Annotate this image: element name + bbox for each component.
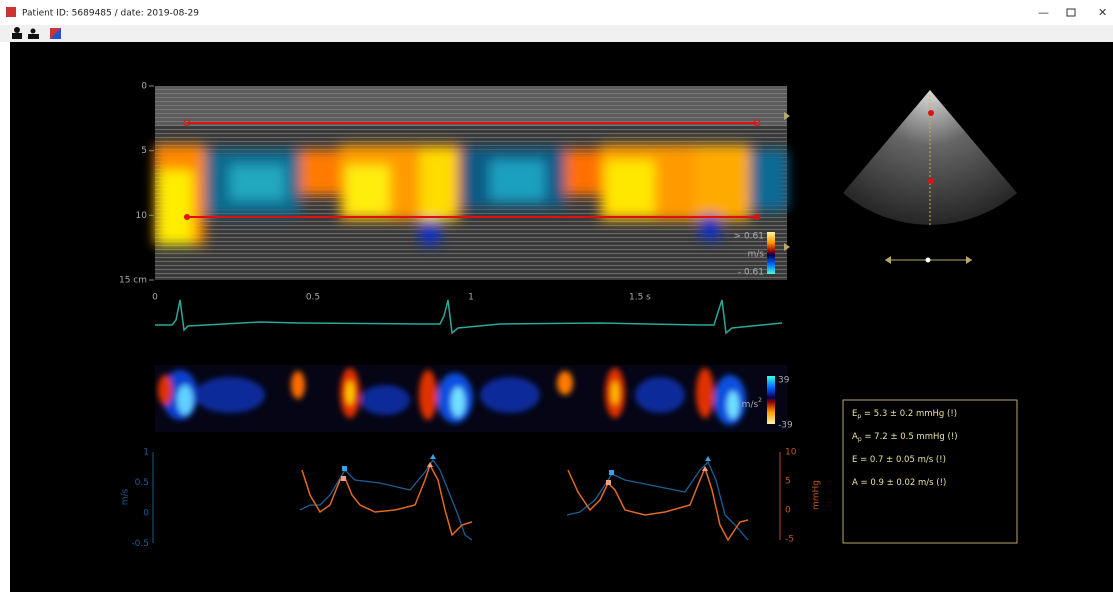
depth-tick-label: 10 (136, 211, 148, 221)
pressure-tick-label: 10 (785, 448, 797, 458)
accel-min-label: -39 (778, 421, 793, 431)
time-tick-label: 1.5 s (629, 293, 651, 303)
velocity-tick-label: -0.5 (131, 539, 149, 549)
pressure-tick-label: 0 (785, 506, 791, 516)
page: Patient ID: 5689485 / date: 2019-08-29 —… (0, 0, 1113, 592)
acceleration-image (155, 365, 787, 432)
result-line: E = 0.7 ± 0.05 m/s (!) (852, 455, 946, 465)
app-icon (6, 7, 16, 17)
depth-tick-label: 0 (141, 82, 147, 92)
time-tick-label: 1 (468, 293, 474, 303)
result-text: = 5.3 ± 0.2 mmHg (!) (861, 409, 957, 419)
velocity-tick-label: 1 (143, 448, 149, 458)
depth-tick-label: 5 (141, 146, 147, 156)
accel-unit: m/s (742, 400, 759, 410)
velocity-min-label: - 0.61 (738, 268, 764, 278)
result-line: Ap = 7.2 ± 0.5 mmHg (!) (852, 432, 958, 443)
depth-tick-label: 15 cm (119, 276, 147, 286)
pressure-tick-label: 5 (785, 477, 791, 487)
mmode-image (155, 86, 790, 280)
window-title: Patient ID: 5689485 / date: 2019-08-29 (22, 9, 199, 19)
velocity-axis-label: m/s (121, 488, 131, 505)
velocity-tick-label: 0 (143, 509, 149, 519)
pressure-tick-label: -5 (785, 535, 794, 545)
minimize-button[interactable]: — (1038, 6, 1049, 19)
result-text: = 7.2 ± 0.5 mmHg (!) (862, 432, 958, 442)
time-tick-label: 0.5 (306, 293, 320, 303)
time-tick-label: 0 (152, 293, 158, 303)
result-text: = 0.9 ± 0.02 m/s (!) (858, 478, 947, 488)
result-line: Ep = 5.3 ± 0.2 mmHg (!) (852, 409, 957, 420)
velocity-max-label: > 0.61 (734, 232, 764, 242)
close-button[interactable]: ✕ (1098, 6, 1107, 19)
toolbar (0, 25, 1113, 42)
velocity-unit-label: m/s (748, 250, 765, 260)
accel-unit-exponent: 2 (758, 397, 762, 404)
result-line: A = 0.9 ± 0.02 m/s (!) (852, 478, 946, 488)
app-window: Patient ID: 5689485 / date: 2019-08-29 —… (0, 0, 1113, 592)
velocity-tick-label: 0.5 (135, 478, 149, 488)
result-text: = 0.7 ± 0.05 m/s (!) (857, 455, 946, 465)
accel-max-label: 39 (778, 376, 790, 386)
pressure-axis-label: mmHg (812, 480, 822, 510)
